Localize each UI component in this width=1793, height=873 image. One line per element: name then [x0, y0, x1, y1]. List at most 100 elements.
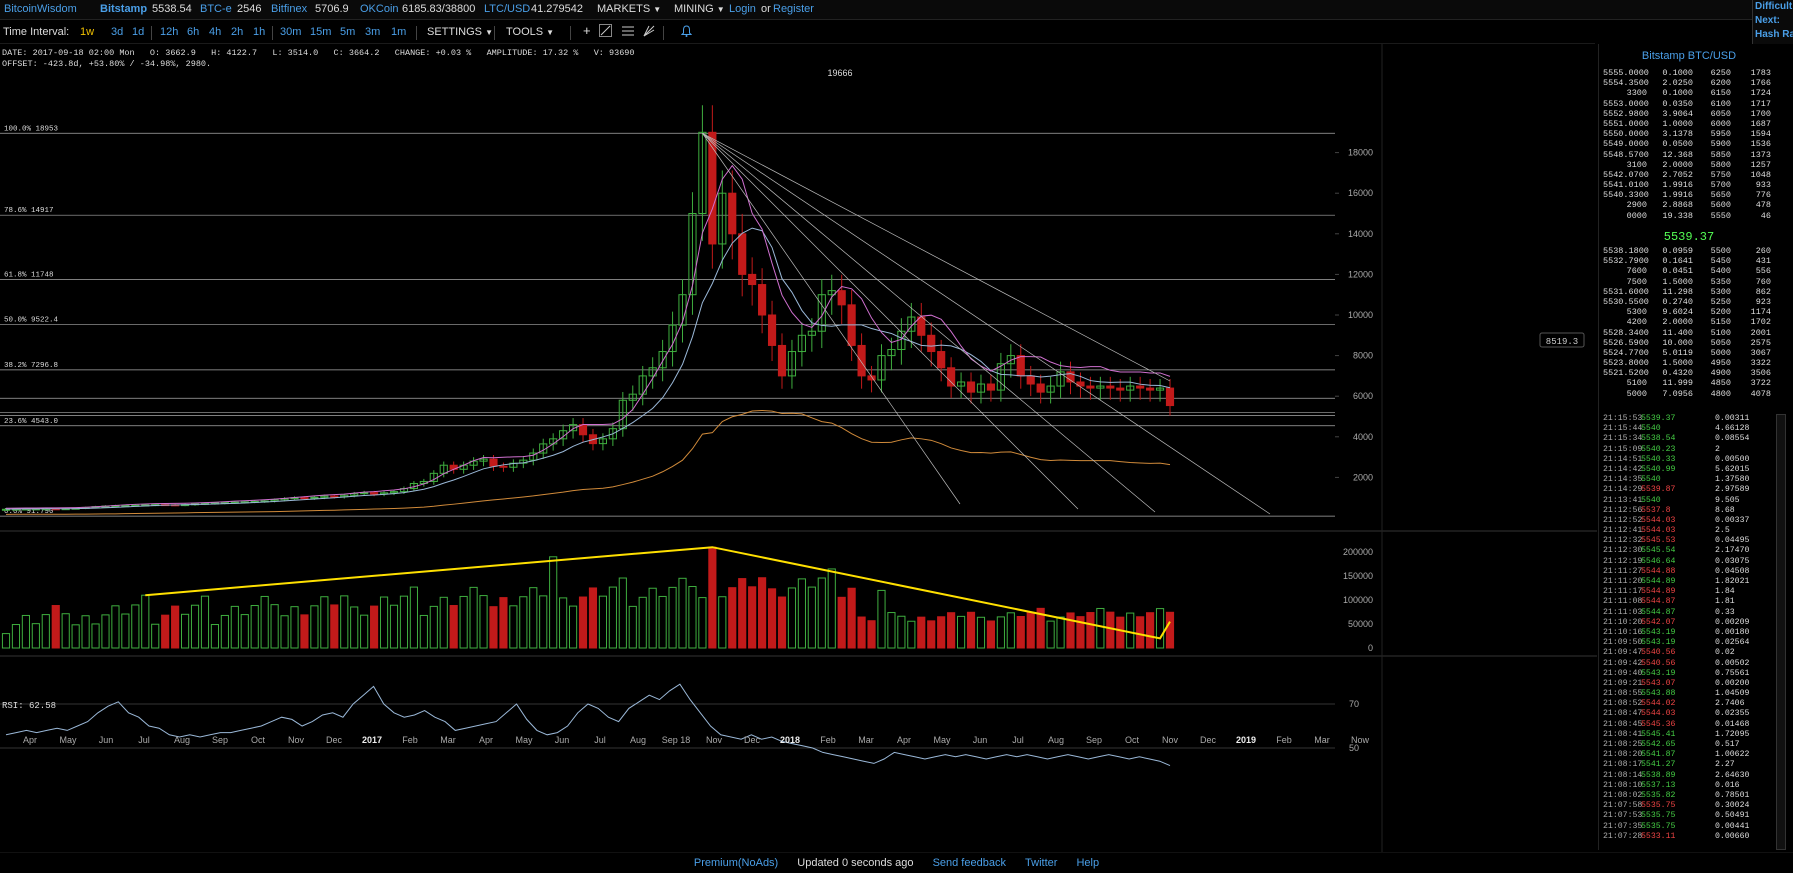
fib-label: 61.8% 11748 [4, 272, 54, 280]
trades-list: 21:15:53 5539.37 0.00311 21:15:44 5540 4.6612… [1603, 414, 1775, 842]
volume-bar [300, 614, 309, 649]
candle-body [529, 452, 538, 461]
volume-bar [1, 633, 11, 649]
orderbook-cell: 862 [1755, 286, 1771, 297]
mining-menu[interactable]: MINING ▼ [674, 3, 725, 15]
interval-2h[interactable]: 2h [231, 26, 244, 38]
volume-bar [907, 620, 916, 649]
premium-link[interactable]: Premium(NoAds) [693, 857, 779, 869]
candle-body [370, 492, 379, 495]
trade-price: 5537.8 [1641, 505, 1671, 515]
x-axis-label: Oct [251, 735, 266, 745]
feedback-link[interactable]: Send feedback [932, 857, 1006, 869]
orderbook-row: 5553.0000 0.0350 6100 1717 [1603, 99, 1771, 109]
interval-1m[interactable]: 1m [391, 26, 407, 38]
twitter-link[interactable]: Twitter [1025, 857, 1058, 869]
crosshair-icon[interactable]: + [583, 23, 591, 38]
market-btce[interactable]: BTC-e [200, 3, 232, 15]
orderbook-cell: 5528.3400 [1603, 327, 1649, 338]
trade-price: 5545.54 [1641, 546, 1676, 556]
interval-3m[interactable]: 3m [365, 26, 381, 38]
register-link[interactable]: Register [773, 3, 814, 15]
orderbook-row: 5524.7700 5.0119 5000 3067 [1603, 348, 1771, 358]
market-bitstamp[interactable]: Bitstamp [100, 3, 148, 15]
trade-volume: 2.17470 [1715, 546, 1750, 556]
trade-row: 21:11:03 5544.87 0.33 [1603, 608, 1775, 618]
tools-menu[interactable]: TOOLS ▼ [506, 26, 554, 38]
fib-tool-icon[interactable] [622, 25, 634, 37]
orderbook-cell: 5100 [1710, 327, 1731, 338]
volume-bar [877, 589, 886, 649]
interval-12h[interactable]: 12h [160, 26, 179, 38]
volume-bar [618, 577, 627, 649]
trade-volume: 0.02355 [1715, 709, 1750, 719]
ma-line-pink [5, 164, 1171, 509]
interval-5m[interactable]: 5m [340, 26, 356, 38]
x-axis-label: May [59, 735, 77, 745]
interval-15m[interactable]: 15m [310, 26, 332, 38]
fib-retracement: 100.0% 18953 78.6% 14917 61.8% 11748 50.0% … [0, 125, 1335, 517]
trade-volume: 0.00311 [1715, 414, 1750, 423]
market-okcoin[interactable]: OKCoin [360, 3, 399, 15]
volume-bar [290, 606, 299, 649]
trade-time: 21:08:20 [1603, 750, 1643, 760]
volume-bar [489, 606, 498, 649]
interval-1h[interactable]: 1h [253, 26, 266, 38]
volume-bar [638, 596, 647, 649]
market-bitfinex[interactable]: Bitfinex [271, 3, 308, 15]
interval-3d[interactable]: 3d [111, 26, 124, 38]
trade-price: 5543.19 [1641, 638, 1676, 648]
fan-tool-icon[interactable] [643, 25, 655, 37]
trade-volume: 0.03075 [1715, 556, 1750, 566]
orderbook-row: 5531.6000 11.298 5300 862 [1603, 287, 1771, 297]
volume-bar [539, 595, 548, 649]
trade-time: 21:14:35 [1603, 475, 1643, 485]
orderbook-cell: 2.8868 [1662, 200, 1693, 211]
markets-menu[interactable]: MARKETS ▼ [597, 3, 661, 15]
interval-1w[interactable]: 1w [80, 26, 95, 38]
trade-price: 5533.11 [1641, 831, 1676, 841]
line-tool-icon[interactable] [599, 24, 612, 37]
trade-time: 21:07:35 [1603, 821, 1643, 831]
rsi-tick-label: 70 [1349, 699, 1359, 709]
trade-volume: 0.50491 [1715, 811, 1750, 821]
orderbook-row: 5541.0100 1.9916 5700 933 [1603, 180, 1771, 190]
interval-30m[interactable]: 30m [280, 26, 302, 38]
interval-6h[interactable]: 6h [187, 26, 200, 38]
brand-logo[interactable]: BitcoinWisdom [4, 3, 77, 15]
candle-body [1136, 385, 1145, 389]
orderbook-cell: 1.9916 [1662, 180, 1693, 191]
candle-body [300, 497, 309, 500]
orderbook-cell: 7.0956 [1662, 388, 1693, 399]
price-tag-box [1539, 332, 1585, 348]
interval-1d[interactable]: 1d [132, 26, 145, 38]
orderbook-row: 5538.1800 0.0959 5500 260 [1603, 246, 1771, 256]
volume-bar [11, 624, 21, 649]
bell-icon[interactable] [681, 25, 692, 37]
orderbook-title[interactable]: Bitstamp BTC/USD [1641, 50, 1737, 62]
settings-menu[interactable]: SETTINGS ▼ [427, 26, 493, 38]
candle-body [121, 504, 130, 507]
orderbook-cell: 5350 [1710, 276, 1731, 287]
trades-scrollbar[interactable] [1776, 414, 1786, 850]
volume-bar [837, 596, 846, 649]
divider [570, 26, 571, 40]
trade-price: 5543.19 [1641, 668, 1676, 678]
trade-row: 21:10:16 5543.19 0.00180 [1603, 628, 1775, 638]
volume-bar [330, 604, 339, 649]
orderbook-cell: 5549.0000 [1603, 139, 1649, 150]
trade-row: 21:11:08 5544.87 1.81 [1603, 597, 1775, 607]
trade-row: 21:07:28 5533.11 0.00660 [1603, 832, 1775, 842]
help-link[interactable]: Help [1076, 857, 1100, 869]
volume-bar [389, 604, 399, 649]
x-axis-label: Sep [212, 735, 228, 745]
orderbook-cell: 5541.0100 [1603, 180, 1649, 191]
market-ltcusd[interactable]: LTC/USD [484, 3, 531, 15]
trade-time: 21:09:21 [1603, 678, 1643, 688]
trade-row: 21:08:41 5545.41 1.72095 [1603, 730, 1775, 740]
login-link[interactable]: Login [729, 3, 756, 15]
price-chart[interactable]: 100.0% 18953 78.6% 14917 61.8% 11748 50.0% … [0, 44, 1597, 852]
volume-bar [1106, 611, 1115, 649]
candle-body [1006, 355, 1015, 365]
interval-4h[interactable]: 4h [209, 26, 222, 38]
